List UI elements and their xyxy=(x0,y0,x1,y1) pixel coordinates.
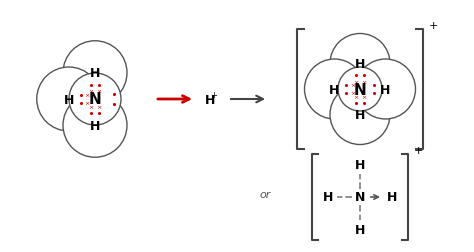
Text: H: H xyxy=(380,83,391,96)
Point xyxy=(95,112,103,116)
Text: ×: × xyxy=(84,101,90,106)
Text: ×: × xyxy=(88,89,94,94)
Point xyxy=(343,84,350,88)
Text: ×: × xyxy=(88,105,94,110)
Text: ×: × xyxy=(361,79,366,84)
Point xyxy=(111,92,118,97)
Text: H: H xyxy=(355,159,365,172)
Text: H: H xyxy=(90,119,100,132)
Point xyxy=(343,92,350,96)
Text: H: H xyxy=(329,83,340,96)
Circle shape xyxy=(338,68,382,112)
Point xyxy=(370,92,377,96)
Circle shape xyxy=(304,60,365,119)
Circle shape xyxy=(63,42,127,105)
Text: N: N xyxy=(354,82,366,97)
Text: +: + xyxy=(210,90,218,99)
Text: H: H xyxy=(355,223,365,236)
Circle shape xyxy=(330,85,390,145)
Text: ×: × xyxy=(350,83,355,88)
Text: H: H xyxy=(323,191,333,204)
Point xyxy=(352,74,360,78)
Circle shape xyxy=(63,94,127,158)
Text: ×: × xyxy=(96,105,101,110)
Point xyxy=(87,84,95,88)
Text: N: N xyxy=(355,191,365,204)
Text: H: H xyxy=(355,58,365,71)
Text: H: H xyxy=(387,191,397,204)
Text: H: H xyxy=(355,109,365,121)
Circle shape xyxy=(69,74,121,125)
Text: ×: × xyxy=(84,93,90,98)
Circle shape xyxy=(356,60,416,119)
Text: ×: × xyxy=(350,91,355,96)
Point xyxy=(87,112,95,116)
Point xyxy=(77,93,85,98)
Text: +: + xyxy=(414,145,424,155)
Text: H: H xyxy=(205,93,215,106)
Point xyxy=(370,84,377,88)
Point xyxy=(111,103,118,107)
Point xyxy=(77,102,85,106)
Text: ×: × xyxy=(96,89,101,94)
Text: ×: × xyxy=(354,79,359,84)
Point xyxy=(360,101,368,105)
Text: ×: × xyxy=(354,95,359,100)
Circle shape xyxy=(330,34,390,94)
Text: N: N xyxy=(89,92,101,107)
Text: ×: × xyxy=(361,95,366,100)
Text: H: H xyxy=(64,93,74,106)
Text: or: or xyxy=(259,189,271,199)
Point xyxy=(352,101,360,105)
Text: H: H xyxy=(90,67,100,80)
Circle shape xyxy=(37,68,101,132)
Text: +: + xyxy=(429,21,438,31)
Point xyxy=(95,84,103,88)
Point xyxy=(360,74,368,78)
